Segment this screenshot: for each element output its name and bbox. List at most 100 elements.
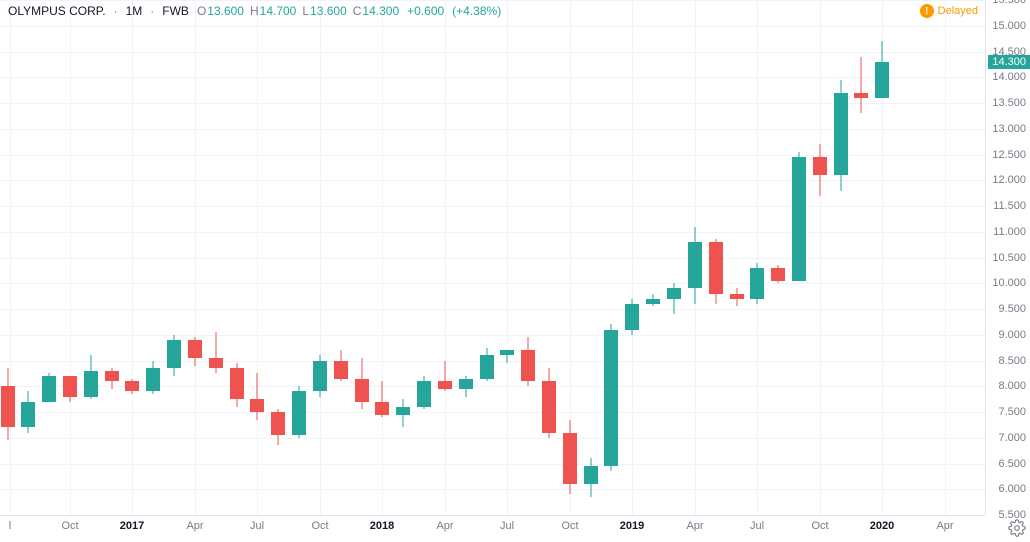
candle[interactable]	[854, 0, 868, 515]
symbol-name[interactable]: OLYMPUS CORP.	[8, 4, 106, 18]
candle[interactable]	[230, 0, 244, 515]
candle[interactable]	[646, 0, 660, 515]
candle[interactable]	[667, 0, 681, 515]
y-tick-label: 15.000	[992, 20, 1026, 32]
candle[interactable]	[792, 0, 806, 515]
candle[interactable]	[250, 0, 264, 515]
candle[interactable]	[459, 0, 473, 515]
candle[interactable]	[271, 0, 285, 515]
candle[interactable]	[209, 0, 223, 515]
candle[interactable]	[188, 0, 202, 515]
delayed-icon: !	[920, 4, 934, 18]
candle[interactable]	[563, 0, 577, 515]
candle[interactable]	[146, 0, 160, 515]
close-value: 14.300	[362, 4, 399, 18]
y-tick-label: 7.500	[998, 406, 1026, 418]
y-tick-label: 9.500	[998, 303, 1026, 315]
chart-plot-area[interactable]	[0, 0, 985, 515]
separator: ·	[114, 4, 118, 18]
candle[interactable]	[313, 0, 327, 515]
interval-label[interactable]: 1M	[126, 4, 143, 18]
low-value: 13.600	[310, 4, 347, 18]
candle[interactable]	[813, 0, 827, 515]
current-price-label: 14.300	[988, 55, 1030, 69]
x-tick-label: Oct	[561, 520, 578, 532]
x-tick-label: Jul	[500, 520, 514, 532]
y-tick-label: 13.500	[992, 97, 1026, 109]
candle[interactable]	[417, 0, 431, 515]
x-tick-label: Jul	[250, 520, 264, 532]
candle[interactable]	[396, 0, 410, 515]
candle[interactable]	[105, 0, 119, 515]
candle[interactable]	[500, 0, 514, 515]
y-tick-label: 9.000	[998, 329, 1026, 341]
x-tick-label: 2018	[370, 520, 394, 532]
candle[interactable]	[730, 0, 744, 515]
y-tick-label: 11.500	[993, 200, 1026, 212]
high-value: 14.700	[260, 4, 297, 18]
separator: ·	[150, 4, 154, 18]
candle[interactable]	[875, 0, 889, 515]
candle[interactable]	[21, 0, 35, 515]
candle[interactable]	[771, 0, 785, 515]
x-tick-label: Oct	[61, 520, 78, 532]
y-tick-label: 8.500	[998, 355, 1026, 367]
y-axis[interactable]: 5.5006.0006.5007.0007.5008.0008.5009.000…	[985, 0, 1030, 515]
x-tick-label: Jul	[750, 520, 764, 532]
candle[interactable]	[584, 0, 598, 515]
y-tick-label: 15.500	[992, 0, 1026, 6]
y-tick-label: 11.000	[993, 226, 1026, 238]
candle[interactable]	[480, 0, 494, 515]
y-tick-label: 6.500	[998, 458, 1026, 470]
candle[interactable]	[604, 0, 618, 515]
candle[interactable]	[542, 0, 556, 515]
y-tick-label: 12.000	[992, 174, 1026, 186]
exchange-label[interactable]: FWB	[162, 4, 189, 18]
candle[interactable]	[84, 0, 98, 515]
x-tick-label: l	[9, 520, 11, 532]
candle[interactable]	[167, 0, 181, 515]
y-tick-label: 10.500	[992, 252, 1026, 264]
x-tick-label: Apr	[186, 520, 203, 532]
candle[interactable]	[1, 0, 15, 515]
candle[interactable]	[750, 0, 764, 515]
candle[interactable]	[292, 0, 306, 515]
ohlc-values: O13.600 H14.700 L13.600 C14.300	[197, 4, 399, 18]
change-value: +0.600	[407, 4, 444, 18]
candle[interactable]	[334, 0, 348, 515]
y-tick-label: 14.000	[992, 71, 1026, 83]
candle[interactable]	[63, 0, 77, 515]
x-tick-label: Oct	[311, 520, 328, 532]
change-pct: (+4.38%)	[452, 4, 501, 18]
chart-container: OLYMPUS CORP. · 1M · FWB O13.600 H14.700…	[0, 0, 1030, 541]
candle[interactable]	[834, 0, 848, 515]
candle[interactable]	[709, 0, 723, 515]
y-tick-label: 6.000	[998, 483, 1026, 495]
chart-header: OLYMPUS CORP. · 1M · FWB O13.600 H14.700…	[8, 4, 501, 18]
x-tick-label: 2019	[620, 520, 644, 532]
y-tick-label: 13.000	[992, 123, 1026, 135]
x-axis[interactable]: l Oct 2017 Apr Jul Oct 2018 Apr Jul Oct 2019 Apr Jul…	[0, 515, 985, 541]
candle[interactable]	[521, 0, 535, 515]
x-tick-label: Oct	[811, 520, 828, 532]
candle[interactable]	[375, 0, 389, 515]
delayed-label: Delayed	[938, 5, 978, 17]
candle[interactable]	[625, 0, 639, 515]
candle[interactable]	[125, 0, 139, 515]
x-tick-label: Apr	[686, 520, 703, 532]
candle[interactable]	[438, 0, 452, 515]
delayed-badge[interactable]: ! Delayed	[920, 4, 978, 18]
candle[interactable]	[42, 0, 56, 515]
x-tick-label: Apr	[936, 520, 953, 532]
gear-icon[interactable]	[1008, 519, 1026, 537]
open-value: 13.600	[207, 4, 244, 18]
candle[interactable]	[688, 0, 702, 515]
y-tick-label: 7.000	[998, 432, 1026, 444]
x-tick-label: Apr	[436, 520, 453, 532]
x-tick-label: 2020	[870, 520, 894, 532]
candle[interactable]	[355, 0, 369, 515]
y-tick-label: 10.000	[992, 277, 1026, 289]
x-tick-label: 2017	[120, 520, 144, 532]
y-tick-label: 8.000	[998, 380, 1026, 392]
y-tick-label: 12.500	[992, 149, 1026, 161]
